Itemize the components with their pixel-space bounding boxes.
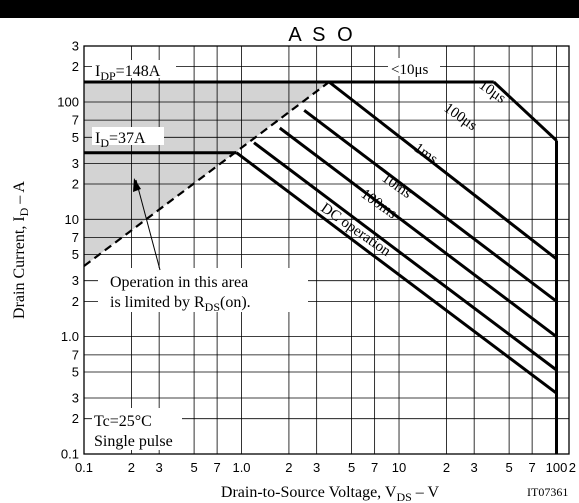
x-tick-label: 0.1	[75, 460, 93, 475]
y-tick-label: 100	[57, 94, 79, 109]
y-tick-label: 2	[72, 177, 79, 192]
y-tick-label: 5	[72, 247, 79, 262]
x-tick-label: 2	[443, 460, 450, 475]
x-tick-label: 7	[529, 460, 536, 475]
conditions-bg	[92, 408, 182, 450]
figure-code: IT07361	[527, 485, 568, 499]
y-tick-label: 1.0	[61, 329, 79, 344]
rds-note-arrow	[135, 179, 161, 271]
x-tick-label: 2	[569, 460, 576, 475]
series-lines	[83, 80, 558, 454]
x-tick-labels: 0.1 2 3 5 7 1.0 2 3 5 7 10 2 3 5 7 100 2	[75, 460, 576, 475]
x-axis-label-sub: DS	[396, 490, 411, 503]
x-tick-label: 5	[348, 460, 355, 475]
rds-note-line2: is limited by RDS(on).	[110, 294, 251, 314]
y-axis-label-unit: – A	[11, 181, 28, 208]
conditions-note: Tc=25°C Single pulse	[92, 408, 182, 450]
chart-title: A S O	[288, 24, 355, 46]
y-axis-label: Drain Current, I	[11, 216, 28, 319]
x-tick-label: 7	[371, 460, 378, 475]
series-dc-operation	[235, 151, 558, 395]
y-tick-label: 3	[72, 391, 79, 406]
series-100-s	[328, 80, 558, 261]
idp-label-val: =148A	[116, 63, 161, 80]
plot-frame	[83, 45, 570, 455]
curve-label-10us: 10μs	[476, 77, 509, 107]
top-band	[0, 0, 579, 18]
y-tick-label: 2	[72, 294, 79, 309]
y-tick-label: 10	[65, 212, 79, 227]
y-tick-label: 5	[72, 130, 79, 145]
idp-label: IDP=148A	[92, 60, 176, 83]
rds-note-sub: DS	[205, 300, 220, 314]
series-1ms	[303, 109, 558, 303]
y-tick-label: 5	[72, 364, 79, 379]
x-tick-label: 10	[392, 460, 406, 475]
x-tick-label: 2	[128, 460, 135, 475]
y-tick-label: 3	[72, 39, 79, 54]
y-tick-label: 3	[72, 156, 79, 171]
x-axis-label: Drain-to-Source Voltage, V	[221, 484, 397, 501]
conditions-line1: Tc=25°C	[94, 413, 152, 430]
series-10-s	[492, 80, 558, 142]
id-label-val: =37A	[109, 130, 146, 147]
rds-note-end: (on).	[220, 294, 251, 311]
idp-label-sub: DP	[100, 69, 116, 83]
rds-note-bg	[98, 268, 308, 312]
x-tick-label: 100	[546, 460, 568, 475]
x-axis-title: Drain-to-Source Voltage, VDS – V	[221, 484, 440, 503]
idp-label-text: IDP=148A	[95, 63, 161, 83]
x-tick-label: 3	[471, 460, 478, 475]
series-10ms	[278, 126, 558, 338]
y-tick-label: 2	[72, 411, 79, 426]
y-tick-label: 3	[72, 273, 79, 288]
rds-note-prefix: is limited by R	[110, 294, 205, 311]
y-tick-label: 2	[72, 59, 79, 74]
x-tick-label: 7	[213, 460, 220, 475]
x-tick-label: 3	[156, 460, 163, 475]
y-tick-label: 7	[72, 230, 79, 245]
series-100ms	[253, 141, 558, 372]
x-tick-label: 3	[313, 460, 320, 475]
id-label-text: ID=37A	[95, 130, 146, 150]
x-tick-label: 5	[190, 460, 197, 475]
x-tick-label: 2	[285, 460, 292, 475]
lt10us-bg	[388, 58, 440, 76]
id-label-i: I	[95, 130, 100, 147]
rds-note-line1: Operation in this area	[110, 274, 248, 291]
grid	[84, 46, 569, 454]
lt10us-label: <10μs	[391, 62, 429, 78]
y-tick-label: 0.1	[61, 447, 79, 462]
conditions-line2: Single pulse	[94, 433, 173, 450]
id-label-sub: D	[100, 136, 109, 150]
y-tick-label: 7	[72, 113, 79, 128]
id-label-bg	[92, 127, 164, 145]
y-axis-label-sub: D	[17, 207, 31, 216]
y-tick-labels: 0.1 2 3 5 7 1.0 2 3 5 7 10 2 3 5 7 100 2 3	[57, 39, 79, 462]
x-tick-label: 5	[505, 460, 512, 475]
idp-label-i: I	[95, 63, 100, 80]
y-tick-label: 7	[72, 347, 79, 362]
y-axis-title: Drain Current, ID – A	[11, 181, 31, 319]
x-tick-label: 1.0	[232, 460, 250, 475]
x-axis-label-unit: – V	[412, 484, 440, 501]
idp-label-bg	[92, 60, 176, 78]
id-label: ID=37A	[92, 127, 164, 150]
rds-note: Operation in this area is limited by RDS…	[98, 268, 308, 314]
rds-note-arrowhead	[133, 178, 141, 192]
